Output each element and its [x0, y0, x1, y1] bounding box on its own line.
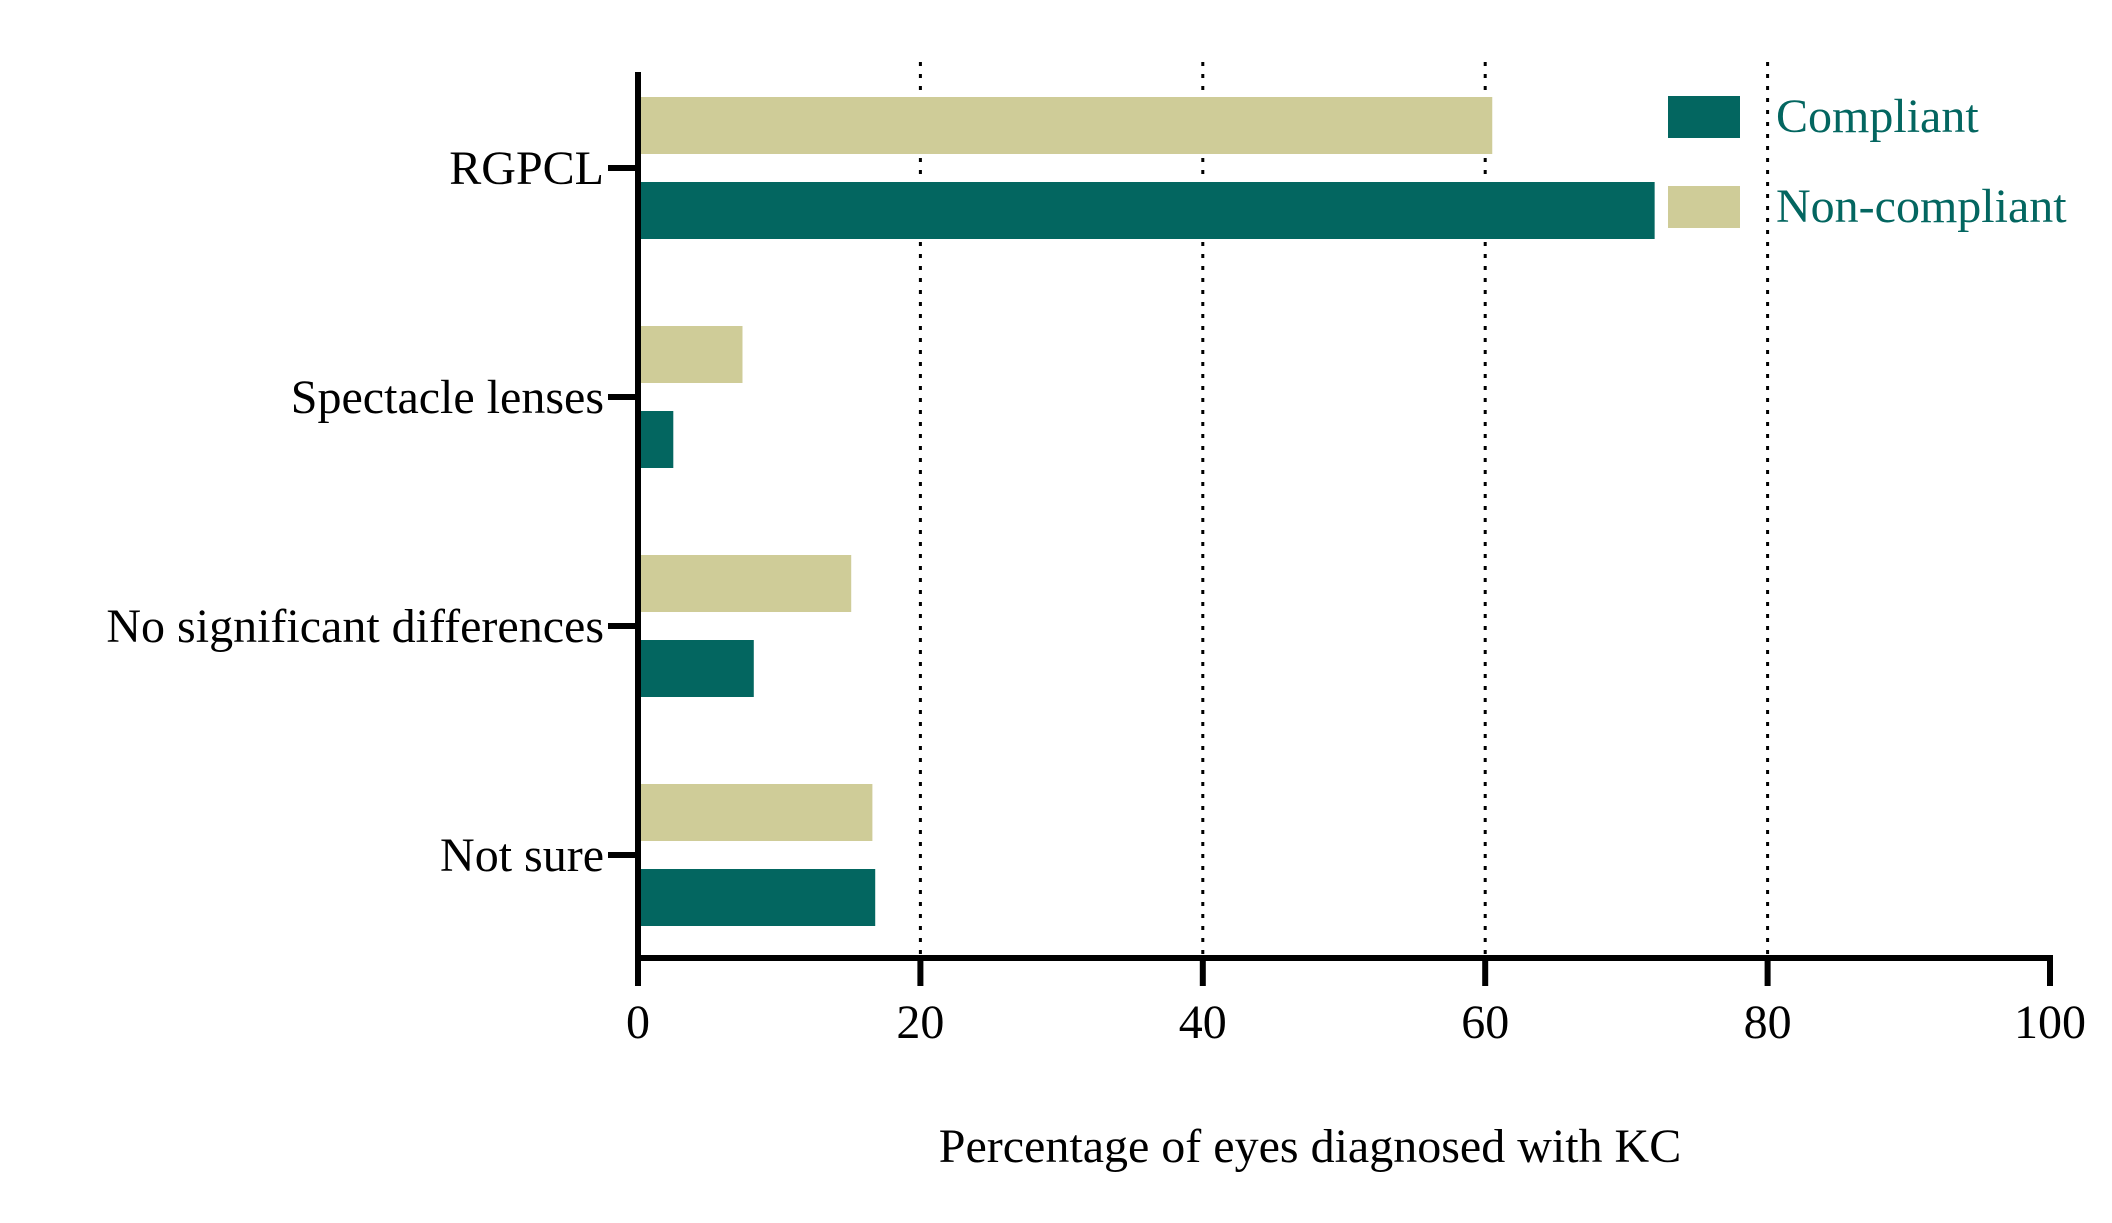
- x-tick-label-100: 100: [2014, 996, 2086, 1049]
- x-axis-title: Percentage of eyes diagnosed with KC: [939, 1120, 1681, 1173]
- bar-noncompliant-spectacle-lenses: [638, 326, 743, 383]
- axes: [635, 72, 2053, 961]
- y-tick-label-spectacle-lenses: Spectacle lenses: [291, 371, 604, 424]
- bar-compliant-spectacle-lenses: [638, 411, 674, 468]
- x-tick-label-60: 60: [1461, 996, 1509, 1049]
- labels: 0 20 40 60 80 100 RGPCL Spectacle lenses No sign…: [106, 142, 2086, 1049]
- bar-compliant-rgpcl: [638, 182, 1655, 239]
- bar-noncompliant-not-sure: [638, 784, 873, 841]
- x-tick-label-80: 80: [1744, 996, 1792, 1049]
- bar-compliant-no-significant-differences: [638, 640, 754, 697]
- legend-swatch-non-compliant: [1668, 186, 1740, 228]
- x-tick-label-20: 20: [896, 996, 944, 1049]
- legend-swatch-compliant: [1668, 96, 1740, 138]
- y-tick-label-no-significant-differences: No significant differences: [106, 600, 604, 653]
- bar-noncompliant-rgpcl: [638, 97, 1493, 154]
- ticks: [608, 165, 2053, 986]
- x-tick-label-0: 0: [626, 996, 650, 1049]
- gridlines: [918, 62, 1770, 958]
- bar-compliant-not-sure: [638, 869, 876, 926]
- legend-label-compliant: Compliant: [1776, 90, 1979, 143]
- x-tick-label-40: 40: [1179, 996, 1227, 1049]
- legend: Compliant Non-compliant: [1668, 90, 2067, 233]
- bar-noncompliant-no-significant-differences: [638, 555, 852, 612]
- bars: [638, 97, 1655, 926]
- y-tick-label-rgpcl: RGPCL: [449, 142, 604, 195]
- y-tick-label-not-sure: Not sure: [440, 829, 604, 882]
- legend-label-non-compliant: Non-compliant: [1776, 180, 2067, 233]
